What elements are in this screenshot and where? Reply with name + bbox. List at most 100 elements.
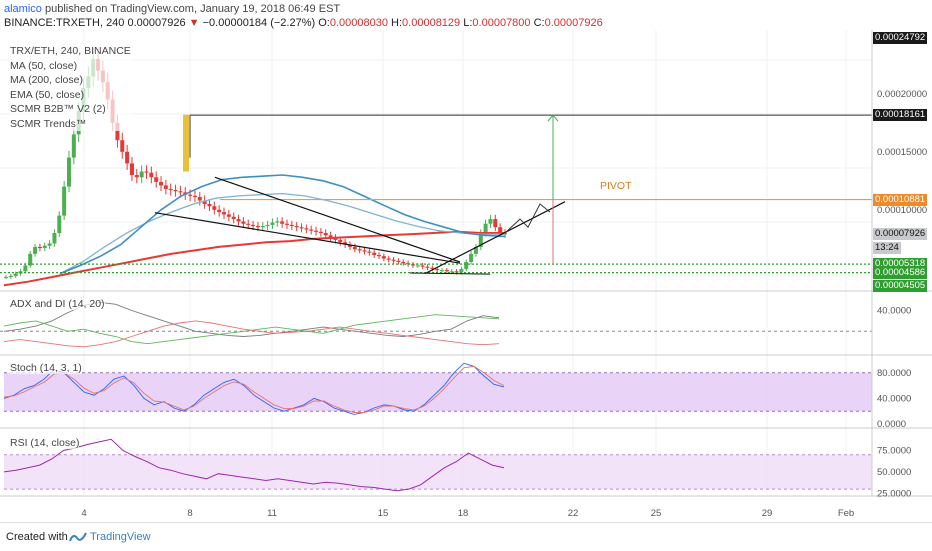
rsi-tick-label: 50.0000 (877, 467, 911, 478)
candle-body (338, 239, 343, 243)
legend-item: TRX/ETH, 240, BINANCE (10, 44, 131, 59)
legend-item: MA (200, close) (10, 73, 131, 88)
candle-body (120, 140, 125, 152)
highlight-candle (183, 114, 189, 172)
candle-body (294, 226, 299, 228)
candle-body (188, 194, 193, 196)
adx-tick-label: 40.0000 (877, 306, 911, 317)
ema50-line (59, 192, 505, 275)
candle-body (173, 190, 178, 192)
candle-body (251, 224, 256, 227)
trend-line (154, 212, 461, 264)
candle-body (62, 186, 67, 216)
candle-body (275, 221, 280, 223)
candle-body (192, 195, 197, 198)
candle-body (57, 215, 62, 233)
candle-body (125, 151, 130, 164)
legend-item: MA (50, close) (10, 58, 131, 73)
candle-body (314, 230, 319, 232)
date-tick-label: 25 (651, 508, 662, 519)
candle-body (328, 235, 333, 238)
candle-body (231, 216, 236, 220)
adx-pane[interactable] (0, 301, 872, 348)
candle-body (246, 223, 251, 225)
price-badge: 0.00010881 (873, 193, 928, 206)
adx-legend: ADX and DI (14, 20) (10, 298, 105, 310)
candle-body (323, 233, 328, 236)
grid (0, 30, 872, 496)
candle-body (410, 264, 415, 266)
low-value: 0.00007800 (472, 17, 531, 29)
created-with-text: Created with (6, 531, 68, 543)
rsi-pane[interactable] (3, 438, 872, 492)
candle-body (28, 253, 33, 266)
stoch-band (4, 372, 872, 412)
price-badge: 0.00004505 (873, 279, 928, 292)
candle-body (381, 256, 386, 259)
candle-body (222, 212, 227, 215)
symbol-label: BINANCE:TRXETH, 240 (4, 17, 125, 29)
projection-path (504, 203, 551, 234)
tradingview-logo-icon (69, 532, 87, 542)
candle-body (178, 191, 183, 193)
price-badge: 0.00018161 (873, 109, 928, 122)
candle-body (115, 122, 120, 141)
candle-body (401, 262, 406, 264)
close-label: C: (533, 17, 545, 29)
high-value: 0.00008129 (402, 17, 461, 29)
candle-body (304, 228, 309, 230)
candle-body (284, 223, 289, 225)
author-link[interactable]: alamico (4, 3, 42, 15)
candle-body (280, 221, 285, 224)
candle-body (483, 223, 488, 233)
candle-body (469, 253, 474, 262)
price-badge: 13:24 (873, 241, 901, 254)
price-pane[interactable] (0, 48, 872, 287)
candle-body (129, 163, 134, 175)
candle-body (352, 246, 357, 250)
candle-body (425, 266, 430, 268)
candle-body (4, 277, 8, 279)
candle-body (420, 265, 425, 267)
candle-body (347, 244, 352, 247)
price-change: −0.00000184 (−2.27%) (202, 17, 316, 29)
candle-body (163, 185, 168, 189)
candle-body (168, 188, 173, 191)
date-tick-label: 22 (568, 508, 579, 519)
stoch-pane[interactable] (3, 362, 872, 415)
legend-item: SCMR Trends™ (10, 116, 131, 131)
tradingview-link[interactable]: TradingView (90, 531, 151, 543)
candle-body (473, 246, 478, 254)
candle-body (260, 226, 265, 228)
measure-arrowhead (547, 114, 559, 122)
date-tick-label: Feb (838, 508, 854, 519)
candle-body (362, 250, 367, 252)
axes: 0.00020000 0.00015000 0.00010000 4 8 11 15 18 22… (0, 30, 932, 519)
chart-canvas[interactable]: 0.00020000 0.00015000 0.00010000 4 8 11 15 18 22… (0, 30, 932, 522)
price-badge: 0.00007926 (873, 227, 928, 240)
candle-body (66, 157, 71, 187)
date-tick-label: 15 (378, 508, 389, 519)
rsi-tick-label: 25.0000 (877, 488, 911, 499)
candle-body (367, 251, 372, 253)
date-tick-label: 11 (267, 508, 277, 519)
candle-body (440, 270, 445, 272)
candle-body (289, 224, 294, 227)
trend-line (424, 201, 566, 275)
stoch-tick-label: 40.0000 (877, 393, 911, 404)
candle-body (386, 258, 391, 260)
candle-body (212, 206, 217, 210)
main-legend: TRX/ETH, 240, BINANCE MA (50, close) MA (2… (10, 44, 131, 131)
close-value: 0.00007926 (544, 17, 603, 29)
rsi-legend: RSI (14, close) (10, 437, 80, 449)
candle-body (415, 265, 420, 267)
candle-body (318, 231, 323, 233)
candle-body (52, 233, 57, 244)
ma50-line (59, 174, 506, 275)
candle-body (8, 275, 13, 278)
legend-item: EMA (50, close) (10, 87, 131, 102)
adx-series (3, 320, 500, 348)
candle-body (71, 134, 76, 158)
publish-text: published on TradingView.com, January 19… (41, 3, 341, 15)
candle-body (241, 221, 246, 224)
